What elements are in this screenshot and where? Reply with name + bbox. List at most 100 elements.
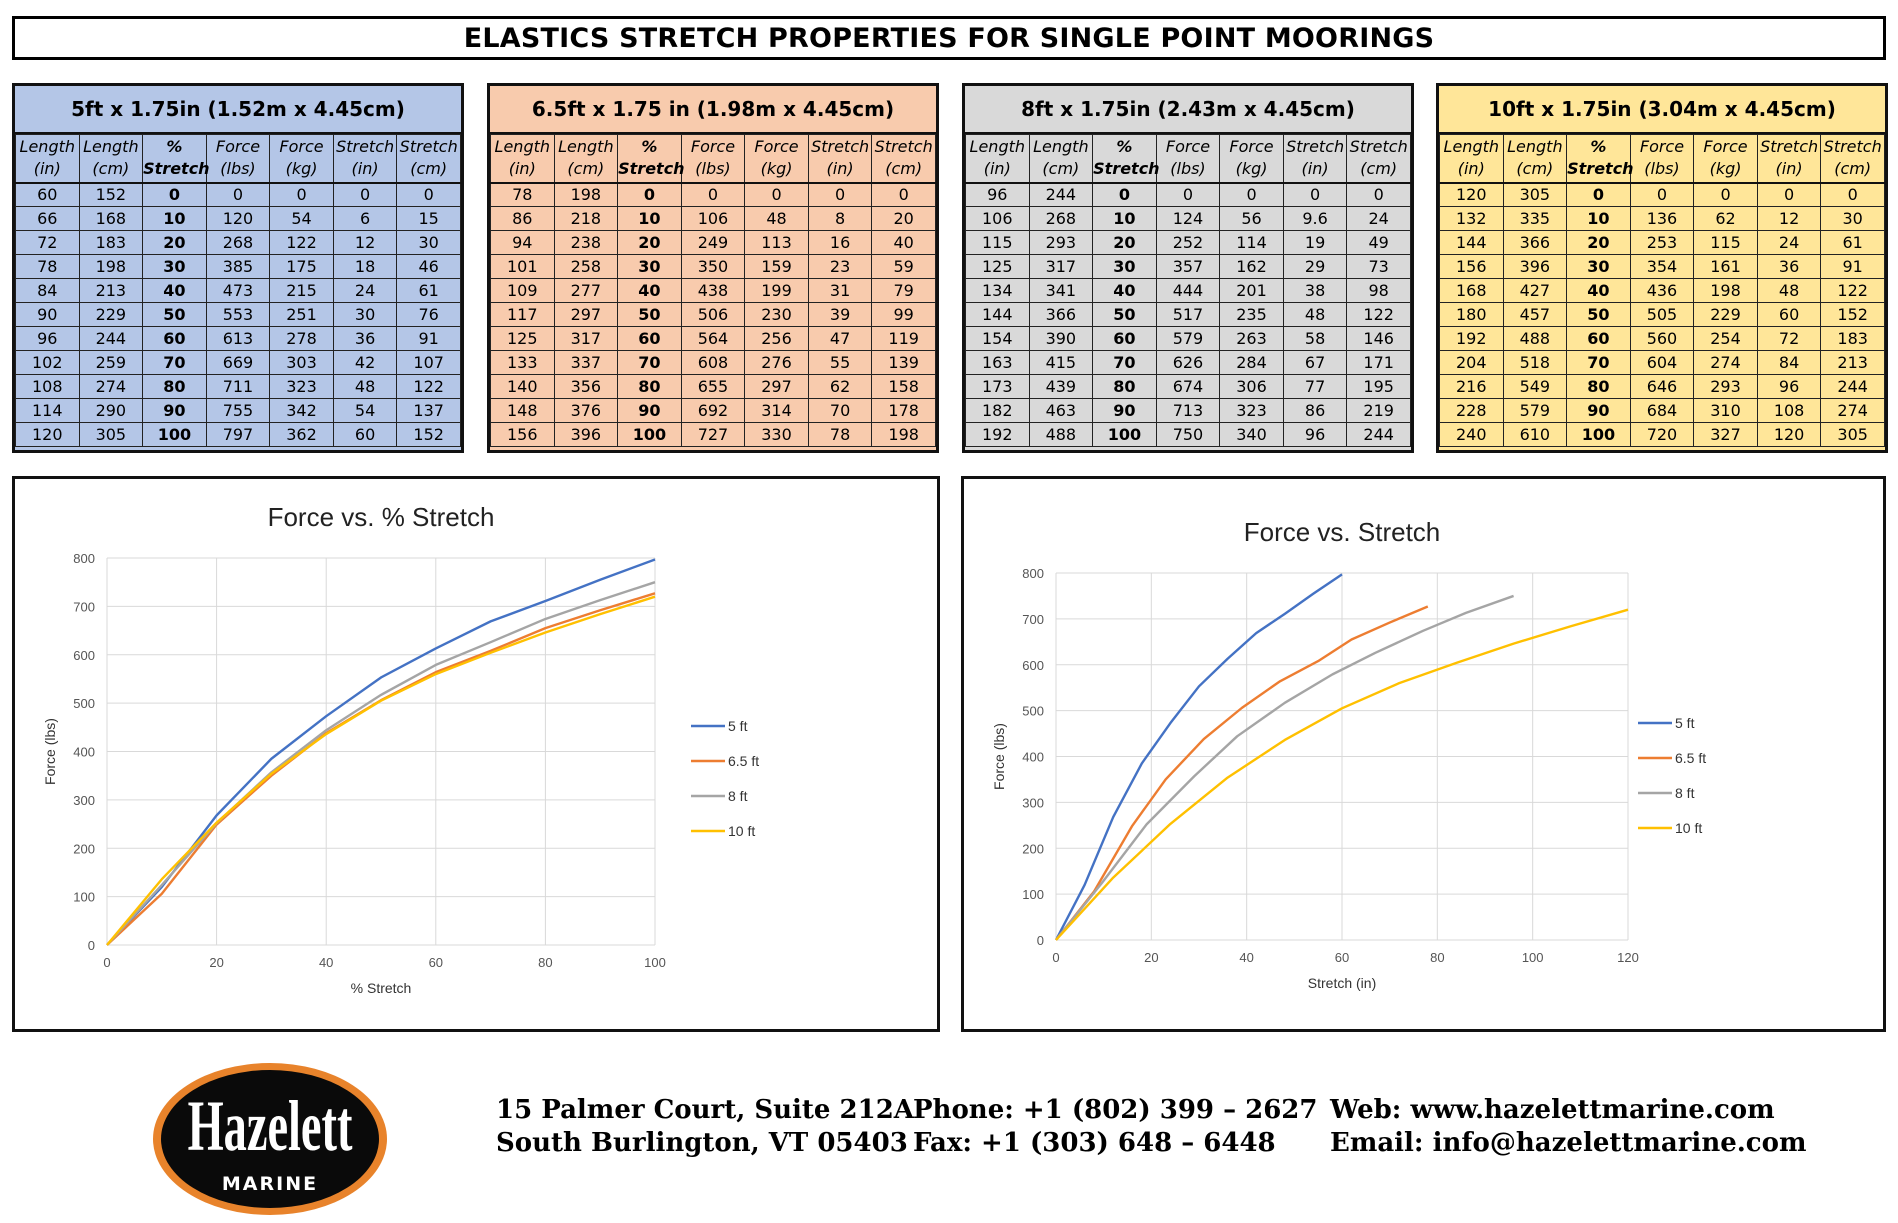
fax-number: Fax: +1 (303) 648 – 6448 bbox=[913, 1128, 1276, 1158]
table-cell: 30 bbox=[617, 254, 682, 279]
table-cell: 163 bbox=[965, 350, 1030, 375]
x-tick-label: 60 bbox=[429, 955, 443, 970]
column-header-line1: Stretch bbox=[1286, 137, 1345, 157]
table-cell: 90 bbox=[1092, 398, 1157, 423]
table-cell: 84 bbox=[1756, 350, 1822, 375]
column-header-line1: Force bbox=[754, 137, 799, 157]
y-tick-label: 600 bbox=[73, 648, 95, 663]
table-6-5ft: 6.5ft x 1.75 in (1.98m x 4.45cm) Length (i… bbox=[487, 83, 939, 453]
series-line-8-ft bbox=[1055, 594, 1515, 941]
table-cell: 457 bbox=[1502, 302, 1568, 327]
table-cell: 20 bbox=[617, 230, 682, 255]
table-cell: 119 bbox=[871, 326, 936, 351]
legend-label: 6.5 ft bbox=[728, 753, 759, 769]
series-line-5-ft bbox=[106, 558, 656, 946]
y-tick-label: 800 bbox=[73, 551, 95, 566]
table-cell: 120 bbox=[1439, 182, 1504, 207]
table-cell: 154 bbox=[965, 326, 1030, 351]
table-cell: 60 bbox=[617, 326, 682, 351]
column-header: Length (in) bbox=[965, 134, 1030, 183]
column-header: Force (lbs) bbox=[1155, 134, 1221, 183]
table-cell: 54 bbox=[332, 398, 398, 423]
table-cell: 252 bbox=[1155, 230, 1221, 255]
table-cell: 303 bbox=[269, 350, 334, 375]
table-cell: 86 bbox=[490, 206, 555, 231]
table-cell: 274 bbox=[1693, 350, 1758, 375]
table-cell: 317 bbox=[1028, 254, 1094, 279]
x-tick-label: 80 bbox=[1430, 950, 1444, 965]
table-cell: 0 bbox=[332, 182, 398, 207]
table-cell: 396 bbox=[1502, 254, 1568, 279]
table-cell: 354 bbox=[1629, 254, 1695, 279]
x-tick-label: 0 bbox=[1052, 950, 1059, 965]
column-header-line1: Length bbox=[19, 137, 76, 157]
column-header-line2: Stretch bbox=[143, 159, 210, 179]
table-cell: 305 bbox=[1502, 182, 1568, 207]
table-cell: 0 bbox=[1346, 182, 1411, 207]
table-cell: 9.6 bbox=[1282, 206, 1348, 231]
series-line-5-ft bbox=[1054, 573, 1343, 941]
table-cell: 30 bbox=[1820, 206, 1885, 231]
table-cell: 29 bbox=[1282, 254, 1348, 279]
table-cell: 713 bbox=[1155, 398, 1221, 423]
series-line-10-ft bbox=[106, 595, 656, 946]
table-cell: 20 bbox=[1092, 230, 1157, 255]
column-header-line2: (cm) bbox=[1360, 159, 1398, 179]
table-cell: 96 bbox=[1756, 374, 1822, 399]
table-cell: 80 bbox=[142, 374, 207, 399]
website-link[interactable]: Web: www.hazelettmarine.com bbox=[1330, 1095, 1775, 1125]
table-cell: 16 bbox=[807, 230, 873, 255]
table-cell: 258 bbox=[553, 254, 619, 279]
y-tick-label: 500 bbox=[1022, 704, 1044, 719]
table-cell: 80 bbox=[1092, 374, 1157, 399]
series-line-8-ft bbox=[106, 581, 656, 946]
table-cell: 77 bbox=[1282, 374, 1348, 399]
column-header-line2: (in) bbox=[508, 159, 536, 179]
table-row: 66 168 10 120 54 6 15 bbox=[15, 206, 461, 231]
table-cell: 115 bbox=[965, 230, 1030, 255]
table-cell: 711 bbox=[205, 374, 271, 399]
y-tick-label: 300 bbox=[1022, 795, 1044, 810]
table-cell: 323 bbox=[1219, 398, 1284, 423]
table-cell: 94 bbox=[490, 230, 555, 255]
table-cell: 122 bbox=[1346, 302, 1411, 327]
chart-svg: Force vs. % Stretch010020030040050060070… bbox=[42, 502, 759, 996]
table-cell: 396 bbox=[553, 422, 619, 447]
table-cell: 518 bbox=[1502, 350, 1568, 375]
y-tick-label: 400 bbox=[1022, 750, 1044, 765]
table-cell: 139 bbox=[871, 350, 936, 375]
y-tick-label: 100 bbox=[1022, 887, 1044, 902]
column-header: Stretch (in) bbox=[807, 134, 873, 183]
email-link[interactable]: Email: info@hazelettmarine.com bbox=[1330, 1128, 1807, 1158]
column-header: % Stretch bbox=[142, 134, 210, 183]
table-cell: 0 bbox=[1756, 182, 1822, 207]
table-cell: 67 bbox=[1282, 350, 1348, 375]
table-cell: 40 bbox=[871, 230, 936, 255]
table-cell: 134 bbox=[965, 278, 1030, 303]
table-cell: 159 bbox=[744, 254, 809, 279]
table-cell: 90 bbox=[617, 398, 682, 423]
table-cell: 0 bbox=[396, 182, 461, 207]
column-header-line2: (cm) bbox=[410, 159, 448, 179]
data-table: Length (in) Length (cm)% Stretch Force (lbs) Fo… bbox=[15, 134, 461, 447]
table-cell: 19 bbox=[1282, 230, 1348, 255]
table-cell: 91 bbox=[1820, 254, 1885, 279]
table-cell: 357 bbox=[1155, 254, 1221, 279]
table-cell: 54 bbox=[269, 206, 334, 231]
y-tick-label: 0 bbox=[88, 938, 95, 953]
x-tick-label: 0 bbox=[103, 955, 110, 970]
table-cell: 0 bbox=[205, 182, 271, 207]
table-cell: 342 bbox=[269, 398, 334, 423]
table-cell: 120 bbox=[205, 206, 271, 231]
table-cell: 198 bbox=[78, 254, 144, 279]
table-cell: 80 bbox=[1566, 374, 1631, 399]
table-cell: 340 bbox=[1219, 422, 1284, 447]
column-header-line1: Stretch bbox=[1823, 137, 1882, 157]
column-header-line2: (in) bbox=[1301, 159, 1329, 179]
table-cell: 274 bbox=[1820, 398, 1885, 423]
table-row: 180 457 50 505 229 60 152 bbox=[1439, 302, 1885, 327]
table-cell: 0 bbox=[1219, 182, 1284, 207]
chart-force-vs-percent-stretch: Force vs. % Stretch 0 100 200 300 400 500 600 70… bbox=[12, 476, 940, 1032]
column-header: Force (kg) bbox=[269, 134, 334, 183]
table-cell: 36 bbox=[332, 326, 398, 351]
